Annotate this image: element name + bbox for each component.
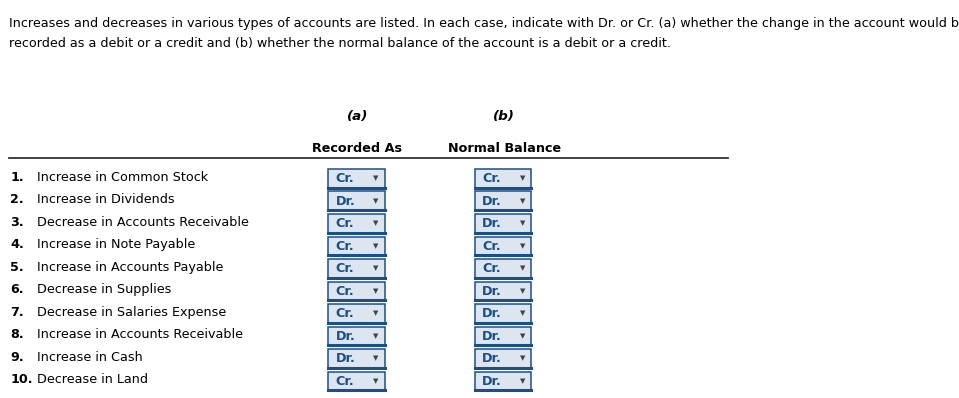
- Text: (b): (b): [493, 110, 515, 123]
- Text: Dr.: Dr.: [336, 352, 355, 365]
- Text: Cr.: Cr.: [336, 262, 354, 275]
- Text: ▼: ▼: [373, 378, 378, 384]
- Text: Dr.: Dr.: [482, 195, 502, 208]
- FancyBboxPatch shape: [328, 214, 385, 232]
- Text: 5.: 5.: [11, 261, 24, 274]
- Text: Dr.: Dr.: [336, 195, 355, 208]
- FancyBboxPatch shape: [328, 327, 385, 345]
- Text: Increase in Accounts Payable: Increase in Accounts Payable: [37, 261, 223, 274]
- Text: ▼: ▼: [520, 265, 526, 271]
- FancyBboxPatch shape: [328, 169, 385, 187]
- FancyBboxPatch shape: [475, 349, 531, 368]
- Text: Cr.: Cr.: [336, 285, 354, 298]
- Text: ▼: ▼: [373, 288, 378, 294]
- Text: ▼: ▼: [520, 220, 526, 226]
- Text: ▼: ▼: [520, 333, 526, 339]
- Text: ▼: ▼: [373, 333, 378, 339]
- Text: Decrease in Land: Decrease in Land: [37, 373, 149, 386]
- Text: 3.: 3.: [11, 216, 24, 228]
- Text: Dr.: Dr.: [482, 285, 502, 298]
- Text: 9.: 9.: [11, 351, 24, 364]
- FancyBboxPatch shape: [475, 372, 531, 390]
- FancyBboxPatch shape: [328, 282, 385, 300]
- FancyBboxPatch shape: [328, 372, 385, 390]
- Text: 7.: 7.: [11, 306, 24, 319]
- Text: Recorded As: Recorded As: [313, 142, 403, 155]
- FancyBboxPatch shape: [475, 169, 531, 187]
- Text: ▼: ▼: [373, 310, 378, 316]
- Text: Cr.: Cr.: [482, 240, 501, 253]
- Text: Cr.: Cr.: [336, 240, 354, 253]
- Text: Cr.: Cr.: [482, 172, 501, 185]
- Text: Dr.: Dr.: [482, 330, 502, 343]
- FancyBboxPatch shape: [475, 236, 531, 255]
- FancyBboxPatch shape: [328, 236, 385, 255]
- Text: ▼: ▼: [373, 355, 378, 361]
- FancyBboxPatch shape: [475, 304, 531, 323]
- Text: Decrease in Salaries Expense: Decrease in Salaries Expense: [37, 306, 226, 319]
- Text: ▼: ▼: [520, 378, 526, 384]
- FancyBboxPatch shape: [475, 191, 531, 210]
- Text: Increase in Cash: Increase in Cash: [37, 351, 143, 364]
- Text: ▼: ▼: [520, 310, 526, 316]
- FancyBboxPatch shape: [475, 259, 531, 278]
- Text: ▼: ▼: [373, 220, 378, 226]
- FancyBboxPatch shape: [475, 327, 531, 345]
- FancyBboxPatch shape: [328, 259, 385, 278]
- Text: 4.: 4.: [11, 238, 24, 251]
- Text: Increases and decreases in various types of accounts are listed. In each case, i: Increases and decreases in various types…: [9, 17, 959, 50]
- Text: Dr.: Dr.: [482, 217, 502, 230]
- Text: 10.: 10.: [11, 373, 33, 386]
- Text: Increase in Dividends: Increase in Dividends: [37, 193, 175, 206]
- Text: Dr.: Dr.: [336, 330, 355, 343]
- Text: ▼: ▼: [373, 265, 378, 271]
- Text: ▼: ▼: [520, 355, 526, 361]
- Text: Increase in Accounts Receivable: Increase in Accounts Receivable: [37, 328, 244, 341]
- Text: Cr.: Cr.: [482, 262, 501, 275]
- Text: 8.: 8.: [11, 328, 24, 341]
- Text: Normal Balance: Normal Balance: [448, 142, 561, 155]
- Text: ▼: ▼: [520, 288, 526, 294]
- Text: ▼: ▼: [373, 198, 378, 204]
- Text: ▼: ▼: [520, 243, 526, 249]
- Text: Increase in Note Payable: Increase in Note Payable: [37, 238, 196, 251]
- Text: Increase in Common Stock: Increase in Common Stock: [37, 171, 208, 183]
- FancyBboxPatch shape: [475, 214, 531, 232]
- Text: ▼: ▼: [373, 243, 378, 249]
- FancyBboxPatch shape: [328, 191, 385, 210]
- FancyBboxPatch shape: [328, 304, 385, 323]
- Text: Dr.: Dr.: [482, 307, 502, 320]
- Text: 6.: 6.: [11, 283, 24, 296]
- Text: (a): (a): [347, 110, 368, 123]
- Text: ▼: ▼: [520, 175, 526, 181]
- Text: Cr.: Cr.: [336, 307, 354, 320]
- Text: Cr.: Cr.: [336, 375, 354, 388]
- Text: Cr.: Cr.: [336, 217, 354, 230]
- Text: 1.: 1.: [11, 171, 24, 183]
- Text: ▼: ▼: [373, 175, 378, 181]
- Text: Decrease in Accounts Receivable: Decrease in Accounts Receivable: [37, 216, 249, 228]
- FancyBboxPatch shape: [328, 349, 385, 368]
- Text: Dr.: Dr.: [482, 352, 502, 365]
- Text: Decrease in Supplies: Decrease in Supplies: [37, 283, 172, 296]
- Text: ▼: ▼: [520, 198, 526, 204]
- Text: Cr.: Cr.: [336, 172, 354, 185]
- FancyBboxPatch shape: [475, 282, 531, 300]
- Text: Dr.: Dr.: [482, 375, 502, 388]
- Text: 2.: 2.: [11, 193, 24, 206]
